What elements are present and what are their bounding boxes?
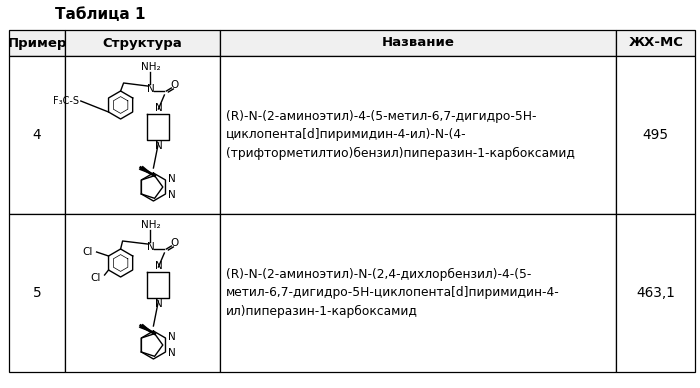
Bar [8,56,65,214]
Text: 4: 4 [33,128,41,142]
Text: Таблица 1: Таблица 1 [55,7,146,22]
Text: 463,1: 463,1 [636,286,676,300]
Bar [8,214,65,372]
Text: NH₂: NH₂ [141,220,160,230]
Polygon shape [139,324,155,334]
Text: N: N [168,348,176,359]
Text: O: O [170,238,178,248]
Bar [65,56,220,214]
Text: ЖХ-МС: ЖХ-МС [629,36,683,50]
Bar [220,56,617,214]
Text: Cl: Cl [83,247,92,257]
Text: F₃C-S: F₃C-S [52,96,79,106]
Bar [617,56,695,214]
Bar [617,30,695,56]
Text: N: N [168,173,176,184]
Polygon shape [139,166,155,176]
Text: N: N [155,261,162,271]
Bar [65,30,220,56]
Text: Название: Название [382,36,454,50]
Bar [8,30,65,56]
Text: N: N [168,191,176,201]
Text: 5: 5 [33,286,41,300]
Bar [220,214,617,372]
Text: N: N [168,331,176,341]
Text: N: N [146,84,154,94]
Text: Пример: Пример [8,36,66,50]
Text: Структура: Структура [103,36,183,50]
Text: 495: 495 [643,128,668,142]
Text: (R)-N-(2-аминоэтил)-4-(5-метил-6,7-дигидро-5Н-
циклопента[d]пиримидин-4-ил)-N-(4: (R)-N-(2-аминоэтил)-4-(5-метил-6,7-дигид… [225,111,575,159]
Bar [617,214,695,372]
Text: O: O [170,80,178,90]
Text: N: N [155,299,162,309]
Text: NH₂: NH₂ [141,62,160,72]
Text: N: N [155,141,162,151]
Text: N: N [155,103,162,113]
Text: (R)-N-(2-аминоэтил)-N-(2,4-дихлорбензил)-4-(5-
метил-6,7-дигидро-5Н-циклопента[d: (R)-N-(2-аминоэтил)-N-(2,4-дихлорбензил)… [225,268,559,318]
Text: N: N [146,242,154,252]
Bar [220,30,617,56]
Bar [65,214,220,372]
Text: Cl: Cl [90,273,101,283]
